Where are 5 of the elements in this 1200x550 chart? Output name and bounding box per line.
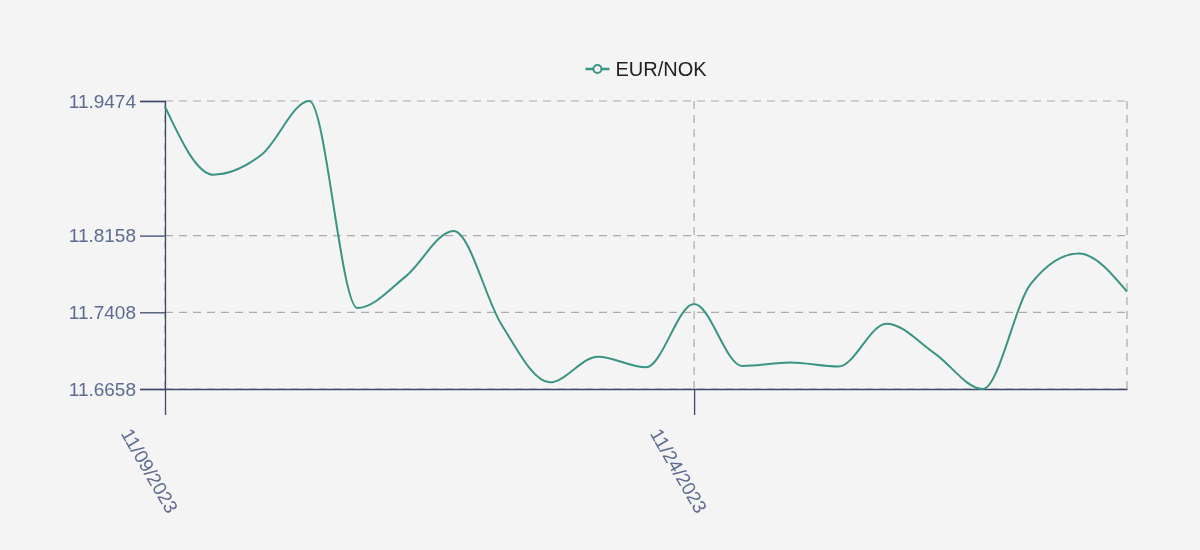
y-tick-label: 11.9474 — [68, 90, 137, 112]
y-tick-label: 11.6658 — [68, 378, 136, 400]
y-tick-label: 11.8158 — [68, 225, 136, 247]
legend-label: EUR/NOK — [615, 58, 708, 80]
y-tick-label: 11.7408 — [68, 301, 136, 323]
